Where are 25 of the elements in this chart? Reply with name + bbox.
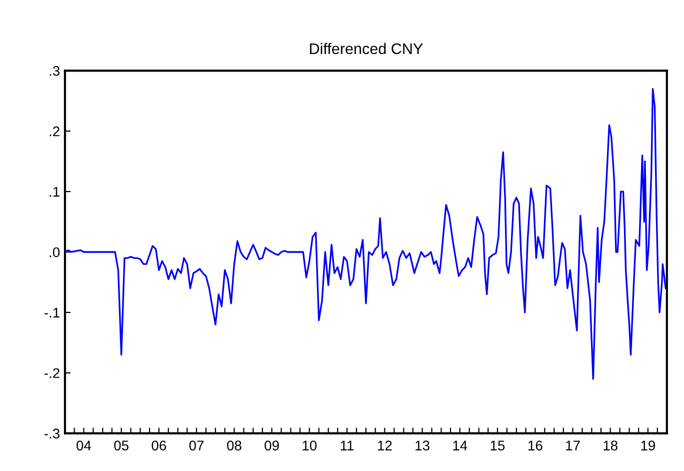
y-tick-label: .0: [50, 247, 60, 258]
x-tick-label: 17: [566, 440, 580, 450]
x-tick-label: 06: [152, 440, 166, 450]
chart-title: Differenced CNY: [310, 42, 423, 54]
y-tick-label: -.2: [44, 368, 60, 378]
y-tick-label: -.3: [44, 428, 60, 438]
x-tick-label: 10: [302, 440, 317, 450]
y-tick-label: .2: [50, 126, 60, 136]
y-tick-label: -.1: [44, 308, 60, 318]
x-tick-label: 18: [604, 440, 618, 450]
x-tick-label: 11: [340, 440, 354, 450]
line-series: [64, 88, 666, 380]
x-tick-label: 07: [189, 440, 204, 450]
x-tick-label: 09: [264, 440, 279, 450]
x-tick-label: 04: [76, 440, 92, 450]
x-tick-label: 12: [378, 440, 392, 450]
y-tick-label: .3: [50, 66, 60, 76]
y-tick-label: .1: [50, 187, 60, 197]
x-tick-label: 19: [641, 440, 656, 450]
x-tick-label: 15: [490, 440, 505, 450]
x-tick-label: 14: [453, 440, 468, 450]
x-tick-label: 13: [416, 440, 430, 450]
x-tick-label: 16: [528, 440, 542, 450]
x-tick-label: 05: [114, 440, 128, 450]
x-tick-label: 08: [227, 440, 242, 450]
